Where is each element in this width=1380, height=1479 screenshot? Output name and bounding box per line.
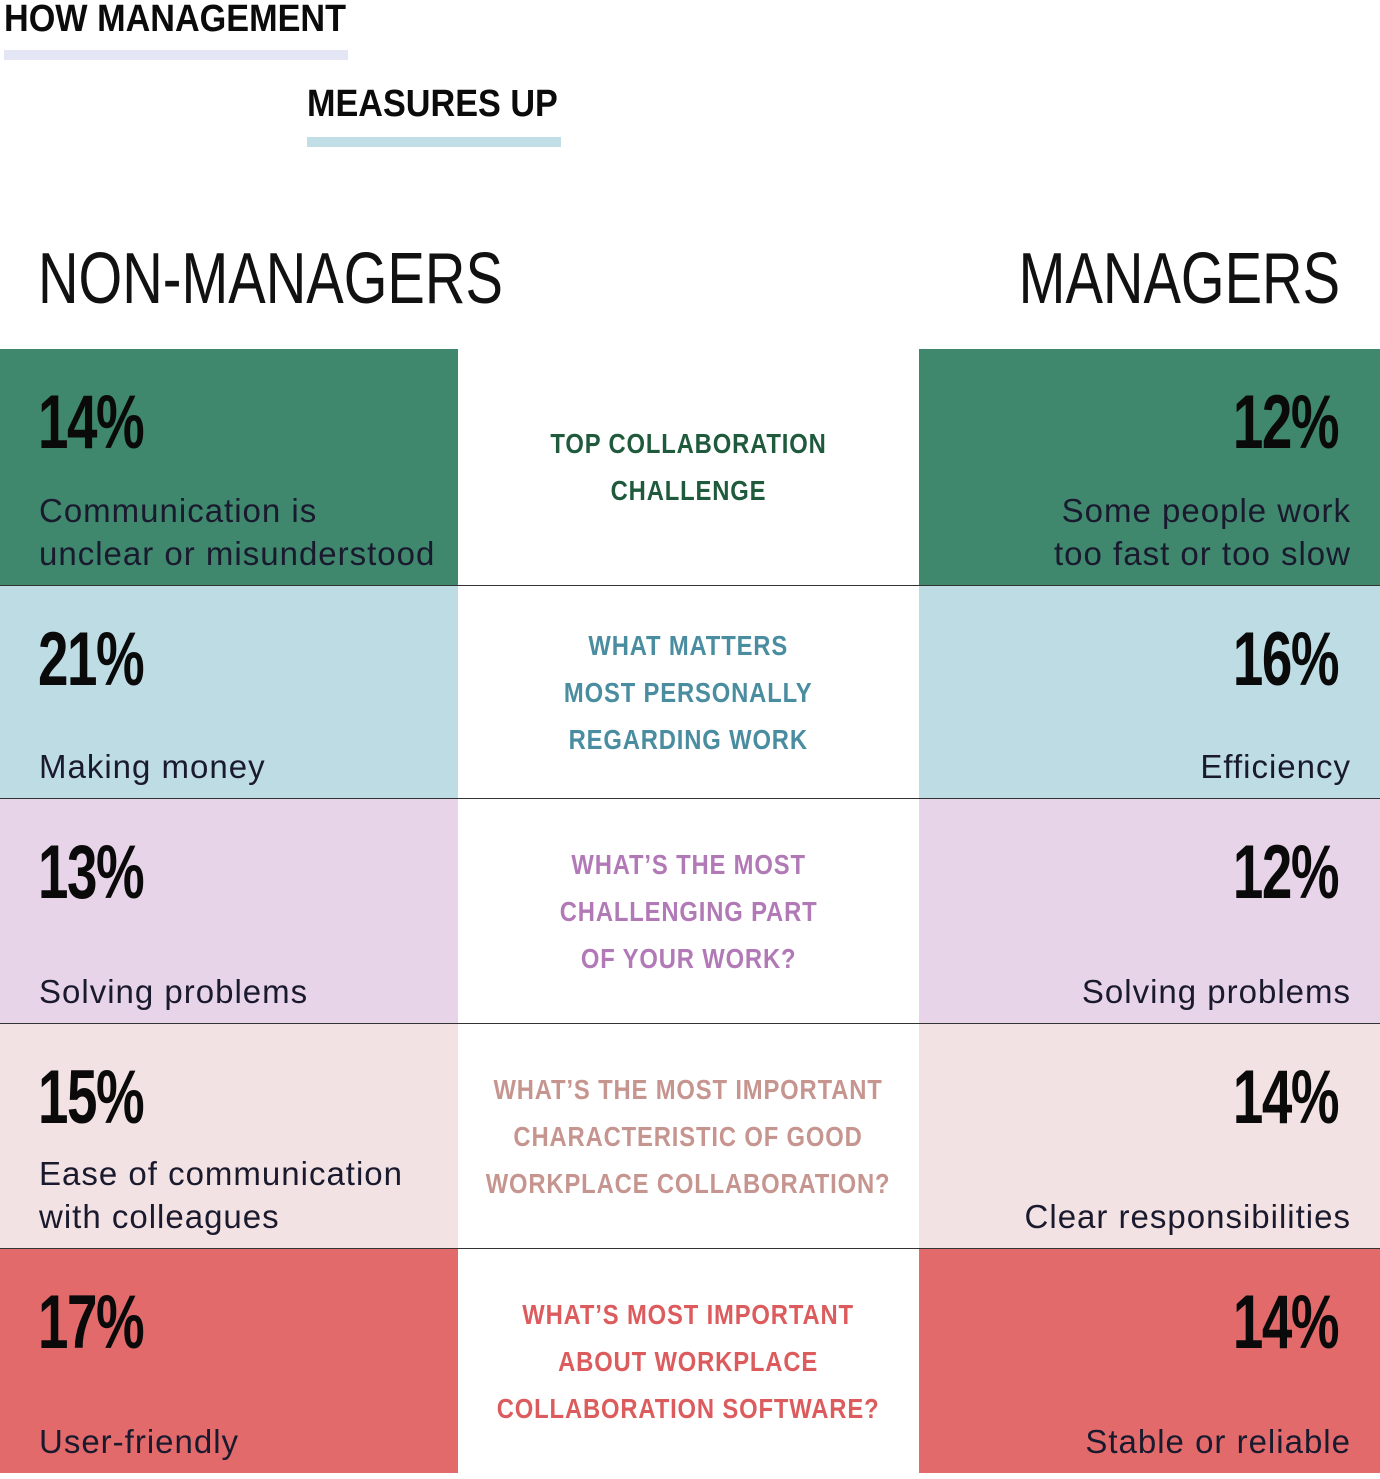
percent-value: 16% — [1232, 617, 1340, 702]
answer-line: User-friendly — [39, 1423, 240, 1460]
answer-text: Stable or reliable — [1085, 1420, 1351, 1463]
question-label: TOP COLLABORATION CHALLENGE — [550, 420, 826, 514]
row-divider — [0, 1023, 1380, 1024]
row-divider — [0, 798, 1380, 799]
question-line: WORKPLACE COLLABORATION? — [486, 1167, 891, 1199]
question-line: COLLABORATION SOFTWARE? — [497, 1392, 880, 1424]
non-managers-cell: 14% Communication is unclear or misunderst… — [0, 349, 458, 585]
question-line: WHAT’S THE MOST IMPORTANT — [493, 1073, 884, 1105]
table-row: 21% Making money WHAT MATTERS MOST PERSONAL… — [0, 586, 1380, 798]
managers-cell: 12% Some people work too fast or too slow — [919, 349, 1380, 585]
answer-line: Ease of communication — [39, 1155, 404, 1192]
percent-value: 14% — [1232, 1280, 1340, 1365]
question-line: CHALLENGING PART — [559, 895, 818, 927]
answer-line: Solving problems — [1081, 973, 1351, 1010]
title-line-2: MEASURES UP — [307, 83, 558, 125]
question-line: WHAT MATTERS — [588, 629, 789, 661]
title-underline-1 — [4, 50, 348, 60]
answer-line: Efficiency — [1200, 748, 1351, 785]
answer-text: User-friendly — [39, 1420, 239, 1463]
percent-value: 12% — [1232, 830, 1340, 915]
question-line: WHAT’S THE MOST — [571, 848, 806, 880]
question-line: CHARACTERISTIC OF GOOD — [513, 1120, 864, 1152]
answer-text: Efficiency — [1200, 745, 1351, 788]
title-line-1: HOW MANAGEMENT — [4, 0, 346, 40]
non-managers-cell: 17% User-friendly — [0, 1249, 458, 1473]
question-line: WHAT’S MOST IMPORTANT — [522, 1298, 855, 1330]
managers-cell: 14% Stable or reliable — [919, 1249, 1380, 1473]
non-managers-cell: 15% Ease of communication with colleagues — [0, 1024, 458, 1248]
managers-cell: 16% Efficiency — [919, 586, 1380, 798]
percent-value: 13% — [38, 830, 145, 915]
answer-line: Making money — [39, 748, 266, 785]
answer-text: Making money — [39, 745, 266, 788]
question-cell: WHAT’S THE MOST IMPORTANT CHARACTERISTIC … — [458, 1024, 919, 1248]
percent-value: 14% — [38, 380, 145, 465]
question-label: WHAT’S THE MOST CHALLENGING PART OF YOUR W… — [560, 841, 818, 982]
answer-line: with colleagues — [39, 1198, 280, 1235]
question-label: WHAT’S MOST IMPORTANT ABOUT WORKPLACE COLL… — [497, 1291, 880, 1432]
percent-value: 17% — [38, 1280, 145, 1365]
question-cell: TOP COLLABORATION CHALLENGE — [458, 349, 919, 585]
question-line: ABOUT WORKPLACE — [558, 1345, 819, 1377]
percent-value: 14% — [1232, 1055, 1340, 1140]
answer-line: Clear responsibilities — [1024, 1198, 1351, 1235]
column-header-managers: MANAGERS — [1018, 239, 1340, 319]
table-row: 13% Solving problems WHAT’S THE MOST CHALLE… — [0, 799, 1380, 1023]
question-label: WHAT’S THE MOST IMPORTANT CHARACTERISTIC … — [486, 1066, 891, 1207]
question-cell: WHAT’S MOST IMPORTANT ABOUT WORKPLACE COLL… — [458, 1249, 919, 1473]
question-line: OF YOUR WORK? — [580, 942, 797, 974]
title-underline-2 — [307, 137, 561, 147]
answer-text: Solving problems — [39, 970, 308, 1013]
question-line: CHALLENGE — [610, 475, 767, 506]
answer-line: Some people work — [1061, 492, 1351, 529]
answer-text: Some people work too fast or too slow — [1054, 489, 1351, 575]
answer-text: Solving problems — [1082, 970, 1351, 1013]
answer-line: too fast or too slow — [1054, 535, 1351, 572]
row-divider — [0, 585, 1380, 586]
answer-text: Communication is unclear or misunderstood — [39, 489, 435, 575]
percent-value: 12% — [1232, 380, 1340, 465]
answer-line: Solving problems — [39, 973, 309, 1010]
table-row: 15% Ease of communication with colleagues W… — [0, 1024, 1380, 1248]
managers-cell: 14% Clear responsibilities — [919, 1024, 1380, 1248]
column-header-non-managers: NON-MANAGERS — [38, 239, 503, 319]
answer-line: Communication is — [39, 492, 318, 529]
percent-value: 15% — [38, 1055, 145, 1140]
non-managers-cell: 21% Making money — [0, 586, 458, 798]
managers-cell: 12% Solving problems — [919, 799, 1380, 1023]
question-label: WHAT MATTERS MOST PERSONALLY REGARDING WOR… — [564, 622, 813, 763]
row-divider — [0, 1248, 1380, 1249]
answer-line: unclear or misunderstood — [39, 535, 436, 572]
question-cell: WHAT’S THE MOST CHALLENGING PART OF YOUR W… — [458, 799, 919, 1023]
answer-line: Stable or reliable — [1085, 1423, 1351, 1460]
non-managers-cell: 13% Solving problems — [0, 799, 458, 1023]
question-line: REGARDING WORK — [568, 723, 809, 755]
table-row: 14% Communication is unclear or misunderst… — [0, 349, 1380, 585]
question-cell: WHAT MATTERS MOST PERSONALLY REGARDING WOR… — [458, 586, 919, 798]
question-line: TOP COLLABORATION — [550, 428, 827, 459]
question-line: MOST PERSONALLY — [564, 676, 813, 708]
answer-text: Ease of communication with colleagues — [39, 1152, 403, 1238]
table-row: 17% User-friendly WHAT’S MOST IMPORTANT ABO… — [0, 1249, 1380, 1473]
percent-value: 21% — [38, 617, 145, 702]
answer-text: Clear responsibilities — [1025, 1195, 1351, 1238]
